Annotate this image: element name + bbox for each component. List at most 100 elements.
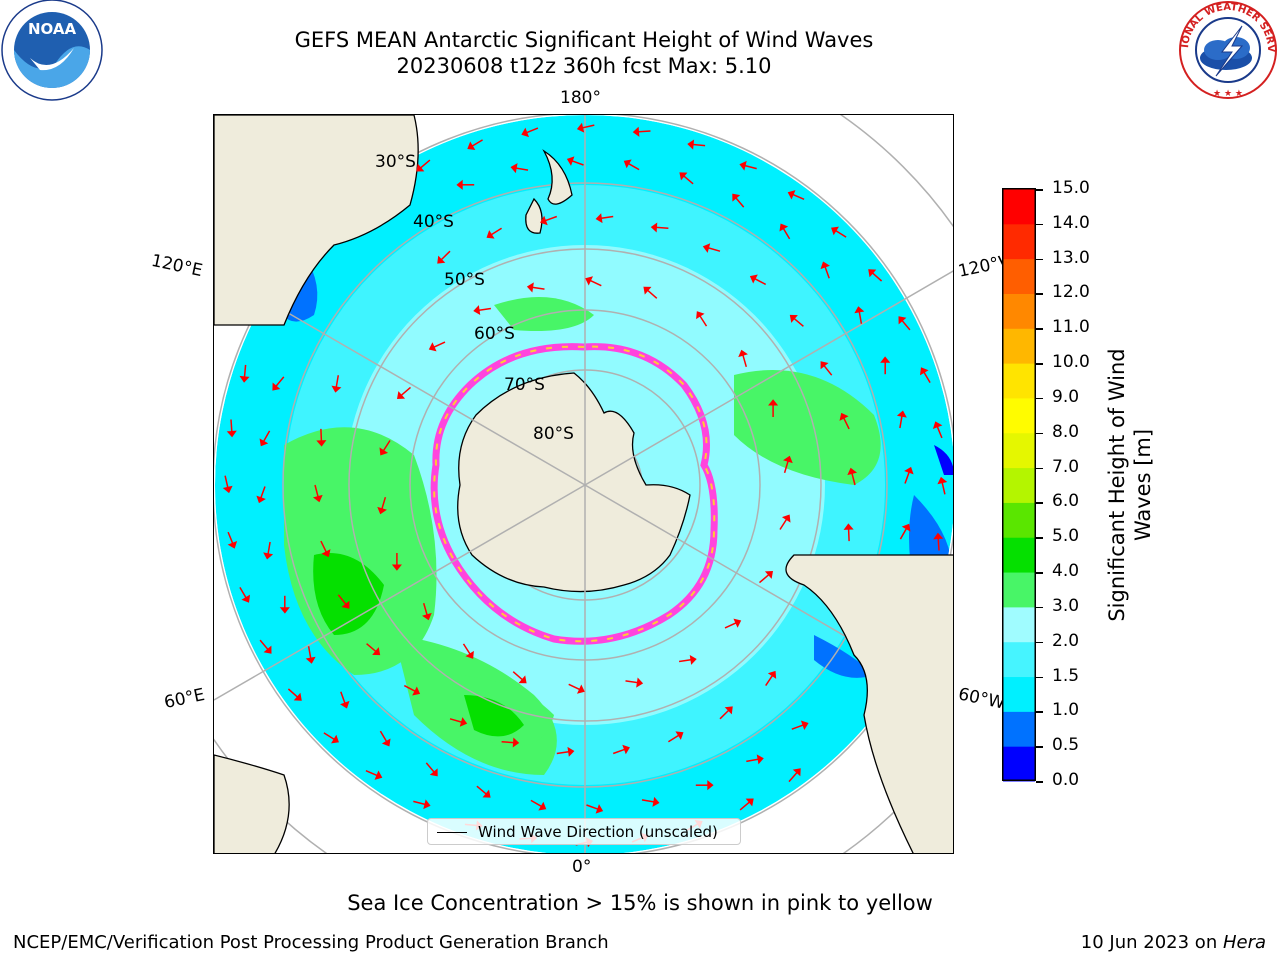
wind-wave-arrow-head bbox=[293, 692, 302, 701]
wind-wave-arrow-shaft bbox=[243, 364, 247, 377]
sea-ice-note: Sea Ice Concentration > 15% is shown in … bbox=[347, 891, 933, 915]
wind-wave-arrow-head bbox=[456, 179, 463, 190]
colorbar-tick-label: 4.0 bbox=[1052, 561, 1080, 582]
wind-wave-arrow-shaft bbox=[824, 266, 830, 279]
wind-wave-arrow-shaft bbox=[708, 247, 721, 252]
wind-wave-arrow-shaft bbox=[843, 417, 850, 430]
wind-wave-arrow-head bbox=[272, 382, 281, 391]
lat-label-40s: 40°S bbox=[413, 212, 454, 232]
colorbar-tick-label: 14.0 bbox=[1052, 212, 1090, 233]
wind-wave-arrow-shaft bbox=[788, 772, 798, 783]
wind-wave-arrows bbox=[222, 122, 948, 848]
wind-wave-arrow-shaft bbox=[422, 602, 428, 615]
wind-wave-arrow-shaft bbox=[381, 496, 387, 509]
wind-wave-arrow-head bbox=[739, 160, 747, 171]
wind-wave-arrow-shaft bbox=[287, 688, 298, 698]
wind-wave-arrow-shaft bbox=[239, 587, 247, 599]
wind-wave-arrow-shaft bbox=[847, 529, 850, 542]
colorbar-segment bbox=[1003, 432, 1035, 469]
wind-wave-arrow-shaft bbox=[307, 646, 312, 659]
wind-wave-arrow-head bbox=[340, 700, 350, 709]
wind-wave-arrow-head bbox=[331, 385, 342, 393]
colorbar-segment bbox=[1003, 641, 1035, 678]
colorbar-segment bbox=[1003, 258, 1035, 294]
wind-wave-arrow-head bbox=[331, 734, 339, 744]
wind-wave-arrow-head bbox=[847, 467, 858, 476]
wind-wave-arrow-shaft bbox=[693, 143, 706, 147]
wind-wave-arrow-head bbox=[595, 213, 603, 224]
wind-wave-arrow-shaft bbox=[899, 528, 907, 540]
colorbar-segment bbox=[1003, 606, 1035, 643]
wind-wave-arrow-shaft bbox=[783, 461, 789, 474]
footer-credit: NCEP/EMC/Verification Post Processing Pr… bbox=[13, 932, 609, 953]
wind-wave-arrow-head bbox=[416, 163, 425, 172]
wind-wave-arrow-shaft bbox=[275, 376, 285, 387]
wind-wave-arrow-head bbox=[422, 612, 432, 621]
wind-wave-arrow-head bbox=[880, 356, 891, 363]
wind-wave-arrow-head bbox=[839, 412, 849, 421]
colorbar-segment bbox=[1003, 397, 1035, 434]
wind-wave-arrow-head bbox=[702, 243, 711, 253]
wind-wave-arrow-head bbox=[733, 618, 742, 628]
colorbar bbox=[1002, 188, 1036, 782]
wind-wave-arrow-head bbox=[512, 737, 520, 748]
wind-wave-arrow-head bbox=[767, 670, 777, 679]
wind-wave-arrow-shaft bbox=[941, 482, 946, 495]
wind-wave-arrow-shaft bbox=[641, 799, 654, 803]
australia-land bbox=[214, 115, 419, 326]
wind-wave-arrow-shaft bbox=[582, 124, 595, 129]
wind-wave-arrow-shaft bbox=[263, 430, 271, 442]
wind-wave-arrow-shaft bbox=[476, 785, 487, 795]
wind-wave-arrow-shaft bbox=[556, 751, 569, 755]
colorbar-segment bbox=[1003, 189, 1035, 225]
colorbar-tick-label: 13.0 bbox=[1052, 247, 1090, 268]
colorbar-title-line-2: Waves [m] bbox=[1131, 428, 1155, 542]
wind-wave-arrow-head bbox=[919, 367, 929, 376]
wind-wave-arrow-shaft bbox=[590, 279, 602, 287]
lon-label-180: 180° bbox=[560, 88, 601, 108]
colorbar-tick-label: 7.0 bbox=[1052, 456, 1080, 477]
colorbar-tick-mark bbox=[1036, 502, 1043, 504]
wind-wave-arrow-head bbox=[595, 804, 604, 814]
noaa-logo: NOAA bbox=[1, 0, 103, 101]
wind-wave-arrow-head bbox=[896, 410, 907, 418]
wind-wave-arrow-shaft bbox=[835, 230, 847, 238]
wind-wave-arrow-head bbox=[868, 269, 877, 278]
wind-wave-arrow-head bbox=[781, 514, 791, 523]
wind-wave-arrow-shaft bbox=[545, 215, 558, 222]
noaa-logo-text: NOAA bbox=[28, 20, 77, 38]
wind-wave-arrow-shaft bbox=[259, 639, 269, 650]
wind-wave-arrow-shaft bbox=[668, 734, 679, 743]
wind-wave-arrow-head bbox=[585, 276, 594, 286]
wind-wave-arrow-head bbox=[305, 656, 316, 664]
colorbar-tick-label: 0.0 bbox=[1052, 770, 1080, 790]
wind-wave-arrow-head bbox=[820, 361, 829, 370]
wind-wave-arrow-shaft bbox=[403, 684, 416, 692]
footer-date-text: 10 Jun 2023 on bbox=[1080, 932, 1223, 953]
wind-wave-arrow-head bbox=[239, 375, 250, 383]
wind-wave-arrow-shaft bbox=[335, 375, 340, 388]
wind-wave-arrow-head bbox=[738, 349, 748, 358]
wind-wave-arrow-head bbox=[263, 552, 274, 560]
wind-wave-arrow-shaft bbox=[314, 484, 319, 497]
wind-wave-arrow-head bbox=[259, 438, 269, 447]
wind-wave-arrow-shaft bbox=[937, 538, 940, 551]
wind-wave-arrow-shaft bbox=[320, 540, 327, 553]
wind-wave-arrow-head bbox=[792, 768, 801, 777]
colorbar-tick-mark bbox=[1036, 606, 1043, 609]
colorbar-tick-label: 15.0 bbox=[1052, 178, 1090, 198]
colorbar-segment bbox=[1003, 746, 1035, 782]
wind-wave-arrow-shaft bbox=[647, 289, 658, 299]
wind-wave-arrow-head bbox=[321, 549, 331, 558]
wind-wave-arrow-shaft bbox=[899, 416, 903, 429]
colorbar-tick-mark bbox=[1036, 397, 1043, 400]
colorbar-tick-mark bbox=[1036, 363, 1043, 365]
legend-line-sample bbox=[437, 832, 467, 833]
wind-wave-arrow-shaft bbox=[872, 272, 883, 282]
wind-wave-arrow-head bbox=[749, 274, 758, 284]
colorbar-tick-label: 1.5 bbox=[1052, 665, 1080, 686]
wind-wave-arrow-head bbox=[820, 261, 830, 270]
wind-wave-arrow-head bbox=[459, 717, 468, 727]
wind-wave-arrow-shaft bbox=[230, 419, 233, 432]
wind-wave-arrow-head bbox=[256, 495, 266, 504]
